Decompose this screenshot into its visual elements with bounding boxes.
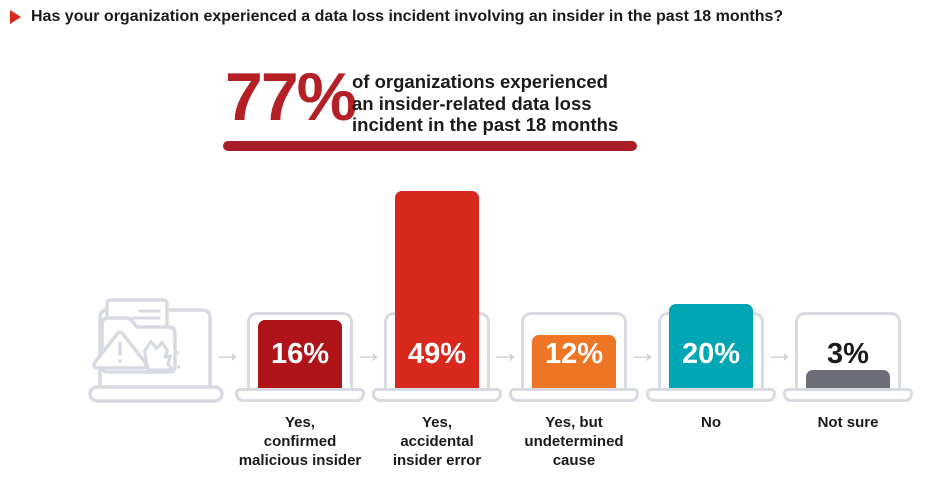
bar-segment [669,304,753,390]
bar-value-label: 49% [407,338,467,370]
shredded-document-icon [142,339,175,372]
shred-dot-icon [176,365,181,369]
bar-segment [258,320,342,390]
shred-dot-icon [175,351,180,355]
bar-segment [532,335,616,390]
flow-arrow-icon: → [353,336,384,369]
bullet-triangle-icon [10,10,21,24]
category-label: Yes, accidental insider error [392,414,482,469]
laptop-screen-outline [521,312,627,390]
category-label: Yes, but undetermined cause [524,414,624,469]
laptop-base [783,388,913,402]
laptop-base [646,388,776,402]
laptop-base [372,388,502,402]
flow-arrow-icon: → [627,336,658,369]
stat-percentage: 77% [225,59,357,135]
laptop-screen-outline [795,312,901,390]
laptop-base [509,388,639,402]
bar-value-label: 12% [544,338,604,370]
laptop-screen-outline [247,312,353,390]
bar-segment [806,370,890,390]
page-title: Has your organization experienced a data… [31,8,784,25]
flow-arrow-icon: → [764,336,795,369]
title-row: Has your organization experienced a data… [10,6,783,28]
laptop-base [235,388,365,402]
flow-arrow-icon: → [212,336,243,369]
incident-laptop-illustration [88,298,224,403]
category-label: No [701,414,721,431]
stat-description: of organizations experienced an insider-… [352,71,619,135]
bar-value-label: 20% [681,338,741,370]
stat-underline [223,141,637,151]
category-label: Not sure [817,414,879,431]
category-label: Yes, confirmed malicious insider [238,414,362,469]
warning-triangle-icon [92,330,148,370]
laptop-base-icon [88,385,224,403]
bar-segment [395,191,479,390]
bar-value-label: 3% [827,338,869,370]
flow-arrow-icon: → [490,336,521,369]
bar-value-label: 16% [270,338,330,370]
